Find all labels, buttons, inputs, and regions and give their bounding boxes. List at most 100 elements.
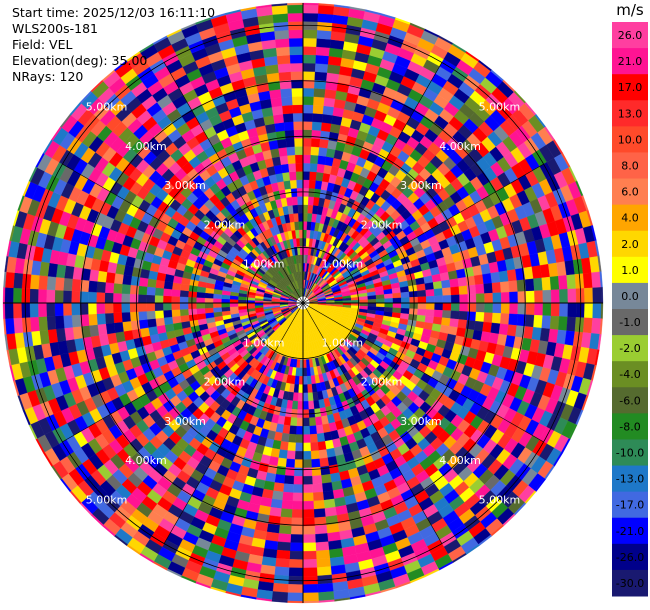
ppi-cell xyxy=(63,277,73,292)
colorbar-tick-label: 0.0 xyxy=(621,290,639,303)
colorbar-tick-label: 26.0 xyxy=(618,29,643,42)
ppi-cell xyxy=(492,302,502,314)
ppi-cell xyxy=(311,475,323,485)
ppi-cell xyxy=(450,302,460,312)
ppi-cell xyxy=(38,275,48,290)
ppi-cell xyxy=(96,281,106,293)
ppi-cell xyxy=(310,146,320,156)
ppi-cell xyxy=(490,271,501,284)
ppi-cell xyxy=(280,508,293,518)
ppi-cell xyxy=(310,450,320,460)
ppi-cell xyxy=(600,287,604,304)
ppi-cell xyxy=(417,302,427,310)
ppi-cell xyxy=(483,312,493,324)
ppi-cell xyxy=(591,271,602,288)
ppi-cell xyxy=(302,525,316,535)
ppi-cell xyxy=(196,291,206,299)
ppi-cell xyxy=(541,276,552,291)
ppi-cell xyxy=(282,483,294,493)
ppi-cell xyxy=(282,113,294,123)
ppi-cell xyxy=(567,288,577,304)
colorbar-tick-label: -13.0 xyxy=(616,473,644,486)
ppi-cell xyxy=(221,298,230,304)
range-ring-label: 5.00km xyxy=(86,493,128,506)
range-ring-label: 3.00km xyxy=(164,415,206,428)
ppi-cell xyxy=(316,558,331,568)
ppi-cell xyxy=(302,137,312,147)
ppi-cell xyxy=(302,12,319,22)
ppi-cell xyxy=(490,322,501,335)
ppi-cell xyxy=(322,490,335,501)
ppi-cell xyxy=(4,318,15,335)
range-ring-label: 3.00km xyxy=(400,415,442,428)
ppi-cell xyxy=(282,104,294,115)
ppi-cell xyxy=(286,146,296,156)
ppi-cell xyxy=(311,458,321,468)
ppi-cell xyxy=(294,146,304,156)
colorbar-tick-label: -26.0 xyxy=(616,551,644,564)
ppi-cell xyxy=(313,399,320,410)
ppi-cell xyxy=(323,97,336,108)
ppi-cell xyxy=(307,196,315,206)
ppi-cell xyxy=(302,442,311,452)
ppi-cell xyxy=(310,154,319,164)
ppi-cell xyxy=(290,71,304,81)
ppi-cell xyxy=(302,534,316,544)
ppi-cell xyxy=(154,295,164,304)
ppi-cell xyxy=(302,384,308,394)
ppi-cell xyxy=(274,566,290,577)
ppi-cell xyxy=(274,474,286,484)
ppi-cell xyxy=(276,54,291,65)
ppi-cell xyxy=(276,549,291,560)
ppi-cell xyxy=(506,269,517,282)
station-label: WLS200s-181 xyxy=(12,21,98,36)
ppi-cell xyxy=(297,392,304,402)
ppi-cell xyxy=(509,291,519,304)
range-ring-label: 4.00km xyxy=(439,140,481,153)
ppi-cell xyxy=(282,171,291,182)
ppi-cell xyxy=(293,467,304,477)
ppi-cell xyxy=(104,292,114,304)
start-time-label: Start time: 2025/12/03 16:11:10 xyxy=(12,5,216,20)
ppi-cell xyxy=(171,295,180,304)
ppi-cell xyxy=(288,567,304,577)
ppi-cell xyxy=(138,311,148,321)
ppi-cell xyxy=(96,313,106,325)
colorbar-tick-label: 6.0 xyxy=(621,186,639,199)
ppi-cell xyxy=(268,139,279,150)
ppi-cell xyxy=(38,316,48,331)
ppi-cell xyxy=(290,62,304,72)
ppi-cell xyxy=(278,449,288,459)
ppi-cell xyxy=(302,104,314,114)
ppi-cell xyxy=(46,315,57,330)
ppi-cell xyxy=(272,13,289,24)
ppi-cell xyxy=(296,417,304,427)
ppi-cell xyxy=(204,302,214,309)
ppi-cell xyxy=(506,324,517,337)
ppi-cell xyxy=(433,309,443,318)
ppi-cell xyxy=(307,400,315,410)
ppi-cell xyxy=(315,54,330,65)
ppi-cell xyxy=(315,541,330,552)
ppi-cell xyxy=(270,97,283,108)
ppi-cell xyxy=(302,459,312,469)
ppi-cell xyxy=(12,302,22,319)
range-ring-label: 2.00km xyxy=(204,376,246,389)
ppi-cell xyxy=(292,96,304,106)
ppi-cell xyxy=(319,138,329,149)
ppi-cell xyxy=(299,229,304,239)
ppi-cell xyxy=(280,163,290,174)
ppi-cell xyxy=(312,491,324,502)
ppi-cell xyxy=(271,4,288,15)
ppi-cell xyxy=(88,313,98,326)
ppi-cell xyxy=(582,272,593,289)
ppi-cell xyxy=(367,302,377,307)
ppi-cell xyxy=(392,302,402,309)
ppi-cell xyxy=(104,312,115,324)
ppi-cell xyxy=(302,129,313,139)
ppi-cell xyxy=(180,314,190,323)
ppi-cell xyxy=(533,277,543,292)
ppi-cell xyxy=(401,302,410,309)
ppi-cell xyxy=(295,171,304,180)
ppi-cell xyxy=(113,312,123,324)
